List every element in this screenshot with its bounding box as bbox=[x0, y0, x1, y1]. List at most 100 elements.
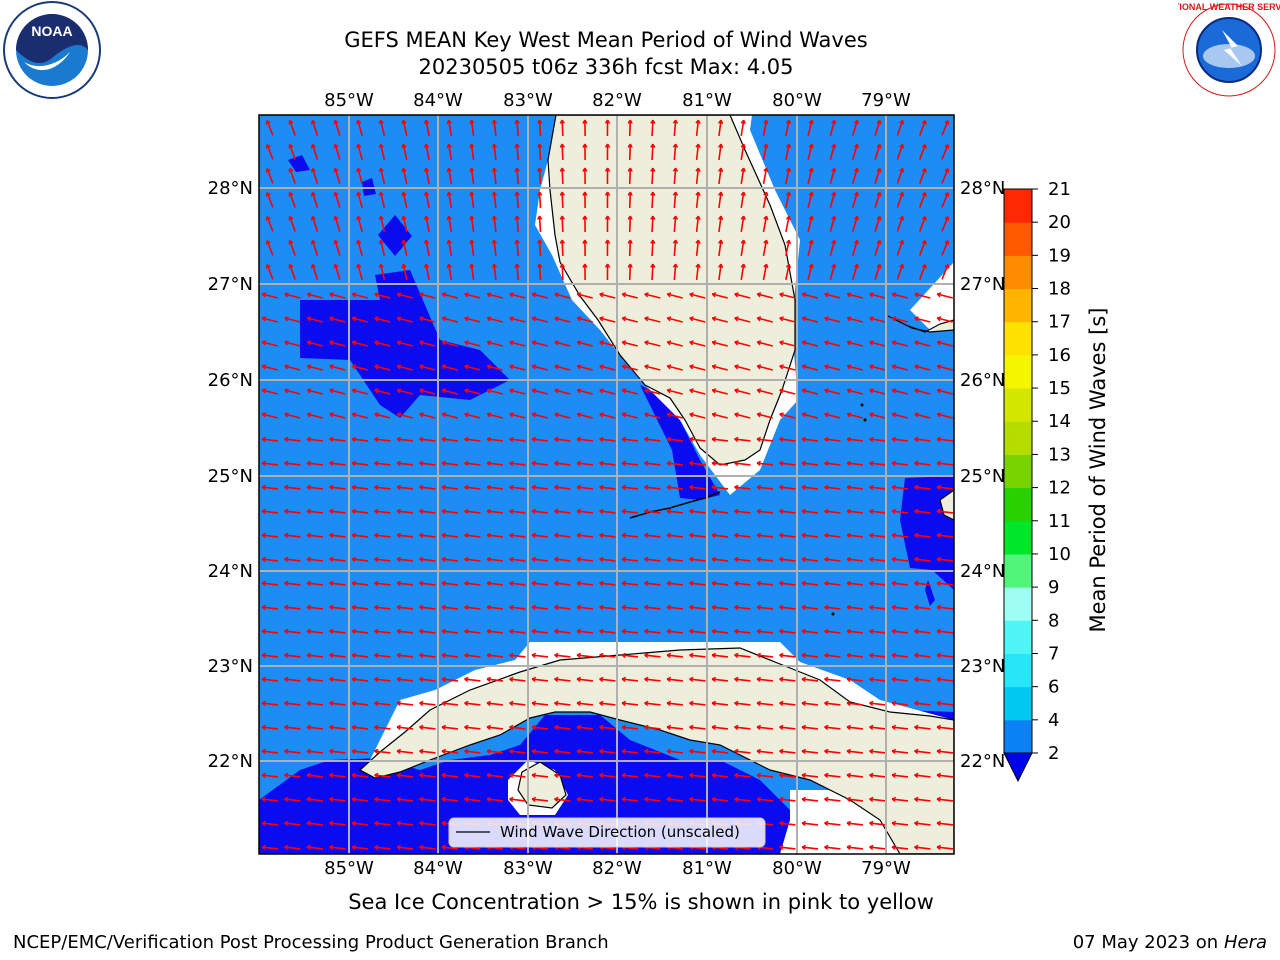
wind-arrow bbox=[621, 462, 639, 466]
wind-arrow bbox=[599, 341, 616, 347]
wind-arrow-head bbox=[419, 796, 424, 803]
wind-arrow bbox=[621, 630, 639, 634]
wind-arrow-head bbox=[779, 724, 784, 731]
wind-arrow bbox=[689, 510, 706, 514]
wind-arrow bbox=[261, 654, 279, 658]
wind-arrow bbox=[351, 606, 369, 610]
wind-arrow-head bbox=[785, 215, 792, 221]
wind-arrow bbox=[711, 438, 729, 442]
wind-arrow bbox=[419, 534, 436, 538]
colorbar-segment bbox=[1004, 653, 1032, 688]
wind-arrow bbox=[757, 341, 773, 347]
wind-arrow bbox=[829, 144, 836, 160]
wind-arrow bbox=[896, 264, 904, 280]
wind-arrow-head bbox=[576, 484, 581, 491]
wind-arrow bbox=[329, 798, 346, 802]
wind-arrow-head bbox=[734, 724, 739, 731]
wind-arrow bbox=[329, 293, 346, 299]
wind-arrow bbox=[711, 678, 729, 682]
wind-arrow bbox=[577, 389, 593, 395]
wind-arrow bbox=[666, 654, 684, 658]
wind-arrow-head bbox=[756, 652, 761, 659]
colorbar-tick-label: 18 bbox=[1048, 279, 1071, 300]
wind-arrow bbox=[712, 413, 728, 419]
wind-arrow bbox=[464, 534, 481, 538]
wind-arrow bbox=[936, 582, 954, 586]
wind-arrow bbox=[756, 534, 774, 538]
lat-label-left: 26°N bbox=[208, 370, 253, 391]
wind-arrow-head bbox=[808, 167, 814, 173]
wind-arrow-head bbox=[284, 460, 289, 467]
wind-arrow bbox=[740, 143, 745, 161]
wind-arrow-head bbox=[711, 580, 716, 587]
wind-arrow-head bbox=[329, 628, 334, 635]
wind-arrow bbox=[673, 167, 677, 185]
wind-arrow-head bbox=[718, 239, 724, 245]
wind-arrow-head bbox=[554, 628, 559, 635]
wind-arrow-head bbox=[621, 412, 627, 418]
wind-arrow bbox=[891, 438, 909, 442]
wind-arrow-head bbox=[621, 796, 626, 803]
wind-arrow-head bbox=[644, 604, 649, 611]
wind-arrow-head bbox=[824, 292, 829, 298]
wind-arrow bbox=[651, 263, 654, 281]
wind-arrow-head bbox=[401, 143, 407, 149]
wind-arrow bbox=[667, 365, 683, 371]
wind-arrow-head bbox=[891, 436, 896, 443]
wind-arrow-head bbox=[423, 167, 430, 173]
wind-arrow-head bbox=[537, 239, 543, 244]
wind-arrow bbox=[509, 462, 526, 466]
wind-arrow-head bbox=[711, 436, 716, 443]
wind-arrow-head bbox=[936, 748, 941, 755]
wind-arrow-head bbox=[599, 532, 604, 539]
wind-arrow-head bbox=[936, 484, 941, 491]
wind-arrow bbox=[284, 822, 301, 826]
wind-arrow-head bbox=[644, 724, 649, 731]
wind-arrow bbox=[869, 774, 886, 778]
wind-arrow-head bbox=[824, 772, 829, 779]
lat-label-right: 23°N bbox=[960, 656, 1005, 677]
lon-label-bottom: 81°W bbox=[682, 858, 732, 879]
wind-arrow-head bbox=[599, 388, 604, 394]
wind-arrow-head bbox=[914, 436, 919, 443]
wind-arrow-head bbox=[401, 191, 407, 197]
wind-arrow bbox=[554, 413, 571, 419]
wind-arrow bbox=[622, 389, 638, 395]
wind-arrow bbox=[891, 798, 909, 802]
wind-arrow-head bbox=[891, 700, 896, 707]
wind-arrow-head bbox=[261, 436, 266, 443]
wind-arrow-head bbox=[846, 388, 852, 394]
wind-arrow bbox=[846, 630, 864, 634]
wind-arrow-head bbox=[899, 215, 905, 221]
wind-arrow bbox=[261, 822, 279, 826]
wind-arrow-head bbox=[621, 700, 626, 707]
wind-arrow-head bbox=[853, 119, 859, 125]
wind-arrow-head bbox=[378, 119, 384, 125]
wind-arrow-head bbox=[853, 263, 859, 269]
wind-arrow bbox=[554, 798, 571, 802]
wind-arrow bbox=[486, 654, 504, 658]
island bbox=[831, 612, 835, 616]
wind-arrow-head bbox=[464, 772, 469, 779]
wind-arrow-head bbox=[419, 652, 424, 659]
wind-arrow bbox=[673, 263, 677, 281]
wind-arrow bbox=[425, 119, 430, 137]
wind-arrow bbox=[419, 293, 436, 299]
wind-arrow bbox=[914, 702, 931, 706]
wind-arrow bbox=[442, 317, 458, 323]
wind-arrow bbox=[891, 510, 909, 514]
wind-arrow bbox=[486, 510, 504, 514]
wind-arrow-head bbox=[779, 652, 784, 659]
wind-arrow bbox=[673, 191, 677, 209]
wind-arrow bbox=[447, 239, 453, 257]
wind-arrow-head bbox=[351, 484, 356, 491]
wind-arrow-head bbox=[306, 532, 311, 539]
wind-arrow-head bbox=[509, 676, 514, 683]
wind-arrow bbox=[470, 119, 475, 137]
wind-arrow bbox=[447, 119, 453, 137]
wind-arrow-head bbox=[914, 604, 919, 611]
wind-arrow-head bbox=[509, 316, 514, 322]
wind-arrow bbox=[532, 365, 548, 371]
wind-arrow bbox=[599, 678, 616, 682]
wind-arrow-head bbox=[419, 628, 424, 635]
